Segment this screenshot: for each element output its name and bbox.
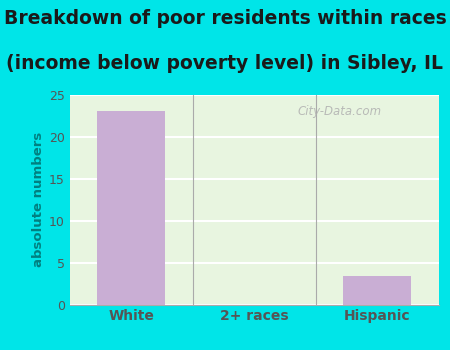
Bar bbox=[97, 111, 165, 304]
Text: Breakdown of poor residents within races: Breakdown of poor residents within races bbox=[4, 9, 446, 28]
Text: City-Data.com: City-Data.com bbox=[297, 105, 381, 118]
Bar bbox=[343, 276, 411, 304]
Text: (income below poverty level) in Sibley, IL: (income below poverty level) in Sibley, … bbox=[6, 54, 444, 73]
Y-axis label: absolute numbers: absolute numbers bbox=[32, 132, 45, 267]
